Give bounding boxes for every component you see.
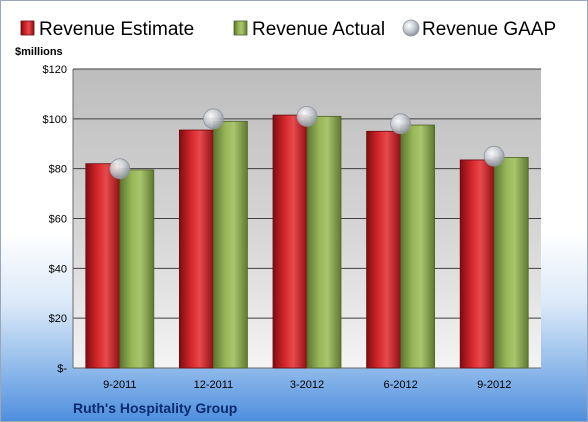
y-axis-unit-label: $millions [15, 46, 63, 58]
revenue-estimate-bar [366, 130, 402, 369]
legend-label: Revenue GAAP [422, 19, 556, 40]
y-tick-label: $100 [43, 114, 67, 126]
revenue-actual-bar [212, 120, 248, 369]
bars [85, 114, 529, 369]
revenue-actual-bar [306, 115, 342, 369]
legend-swatch [20, 20, 35, 36]
legend-label: Revenue Estimate [39, 19, 194, 40]
revenue-gaap-marker [109, 158, 131, 180]
y-tick-label: $120 [43, 64, 67, 76]
y-tick-label: $20 [49, 313, 67, 325]
legend-revenue-estimate: Revenue Estimate [20, 19, 194, 40]
gaap-markers [109, 105, 505, 180]
revenue-actual-bar [119, 169, 155, 369]
x-axis-ticks: 9-2011 12-2011 3-2012 6-2012 9-2012 [103, 379, 511, 391]
legend-swatch [233, 20, 248, 36]
legend-revenue-gaap: Revenue GAAP [402, 19, 556, 40]
revenue-actual-bar [400, 124, 436, 369]
legend: Revenue Estimate Revenue Actual Revenue GA… [20, 19, 556, 40]
x-tick-label: 9-2011 [103, 379, 136, 391]
revenue-estimate-bar [85, 163, 121, 369]
revenue-gaap-marker [296, 105, 318, 127]
revenue-gaap-marker [202, 108, 224, 130]
legend-revenue-actual: Revenue Actual [233, 19, 385, 40]
legend-swatch [402, 19, 420, 37]
x-tick-label: 6-2012 [383, 379, 417, 391]
y-tick-label: $60 [49, 214, 67, 226]
x-tick-label: 3-2012 [290, 379, 324, 391]
revenue-estimate-bar [459, 159, 495, 369]
x-tick-label: 9-2012 [477, 379, 511, 391]
legend-label: Revenue Actual [252, 19, 385, 40]
y-tick-label: $40 [49, 263, 67, 275]
y-tick-label: $- [57, 363, 67, 375]
company-name: Ruth's Hospitality Group [73, 400, 237, 416]
y-tick-label: $80 [49, 164, 67, 176]
revenue-actual-bar [493, 157, 529, 369]
revenue-estimate-bar [178, 129, 214, 369]
revenue-estimate-bar [272, 114, 308, 369]
x-tick-label: 12-2011 [194, 379, 234, 391]
y-axis-ticks: $- $20 $40 $60 $80 $100 $120 [43, 64, 68, 375]
revenue-gaap-marker [390, 113, 412, 135]
revenue-gaap-marker [483, 145, 505, 167]
